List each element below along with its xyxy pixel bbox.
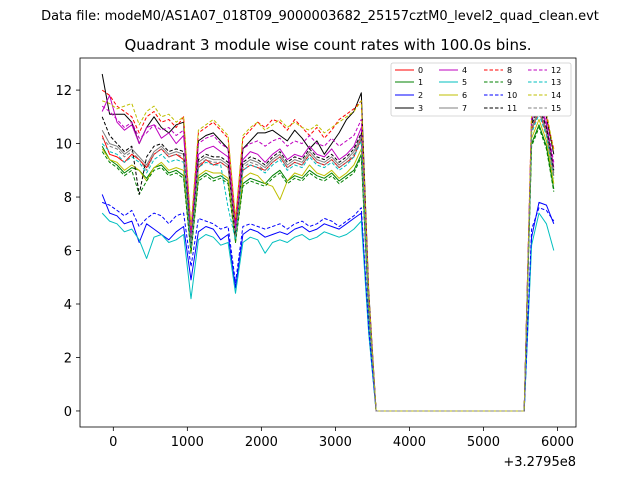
- legend-label-6: 6: [462, 91, 467, 100]
- x-tick-label: 1000: [171, 435, 204, 450]
- x-tick-label: 0: [109, 435, 117, 450]
- series-line-10: [102, 201, 555, 412]
- figure-suptitle: Data file: modeM0/AS1A07_018T09_90000036…: [41, 9, 599, 24]
- plot-frame: [79, 57, 577, 428]
- y-tick-label: 6: [64, 245, 72, 260]
- legend-label-14: 14: [551, 91, 561, 100]
- x-tick-label: 3000: [319, 435, 352, 450]
- legend-frame: [390, 62, 572, 117]
- chart-title: Quadrant 3 module wise count rates with …: [124, 36, 531, 54]
- series-line-12: [101, 100, 555, 412]
- series-line-15: [101, 111, 555, 412]
- series-line-2: [101, 194, 555, 412]
- x-tick-label: 2000: [245, 435, 278, 450]
- series-line-14: [102, 92, 555, 412]
- legend-label-11: 11: [507, 104, 517, 113]
- legend-label-12: 12: [551, 66, 561, 75]
- legend-label-8: 8: [507, 66, 512, 75]
- series-line-5: [101, 212, 555, 412]
- y-tick-label: 0: [64, 405, 72, 420]
- x-axis: 0 1000 2000 3000 4000 5000 6000: [109, 427, 574, 450]
- y-tick-label: 4: [64, 298, 72, 313]
- series-line-9: [101, 127, 555, 412]
- legend-label-10: 10: [507, 91, 517, 100]
- x-tick-label: 5000: [467, 435, 500, 450]
- legend-label-13: 13: [551, 78, 561, 87]
- series-line-13: [101, 113, 555, 412]
- legend-label-7: 7: [462, 104, 467, 113]
- legend-label-2: 2: [418, 91, 423, 100]
- legend-label-3: 3: [418, 104, 423, 113]
- series-line-4: [101, 94, 555, 412]
- legend-label-5: 5: [462, 78, 467, 87]
- y-tick-label: 10: [55, 138, 72, 153]
- x-tick-label: 6000: [541, 435, 574, 450]
- y-axis: 0 2 4 6 8 10 12: [55, 84, 80, 420]
- y-tick-label: 2: [64, 351, 72, 366]
- x-tick-label: 4000: [393, 435, 426, 450]
- series-line-1: [101, 124, 555, 412]
- series-line-3: [101, 73, 555, 412]
- series-line-6: [101, 119, 555, 412]
- y-tick-label: 8: [64, 191, 72, 206]
- series-line-8: [101, 89, 555, 412]
- plot-area: [101, 73, 555, 412]
- series-layer: [101, 73, 555, 412]
- legend-label-9: 9: [507, 78, 512, 87]
- y-tick-label: 12: [55, 84, 72, 99]
- legend-label-0: 0: [418, 66, 423, 75]
- series-line-11: [101, 105, 555, 412]
- legend-label-15: 15: [551, 104, 561, 113]
- x-axis-offset-label: +3.2795e8: [503, 455, 576, 470]
- series-line-7: [101, 108, 555, 412]
- legend-label-4: 4: [462, 66, 467, 75]
- legend-label-1: 1: [418, 78, 423, 87]
